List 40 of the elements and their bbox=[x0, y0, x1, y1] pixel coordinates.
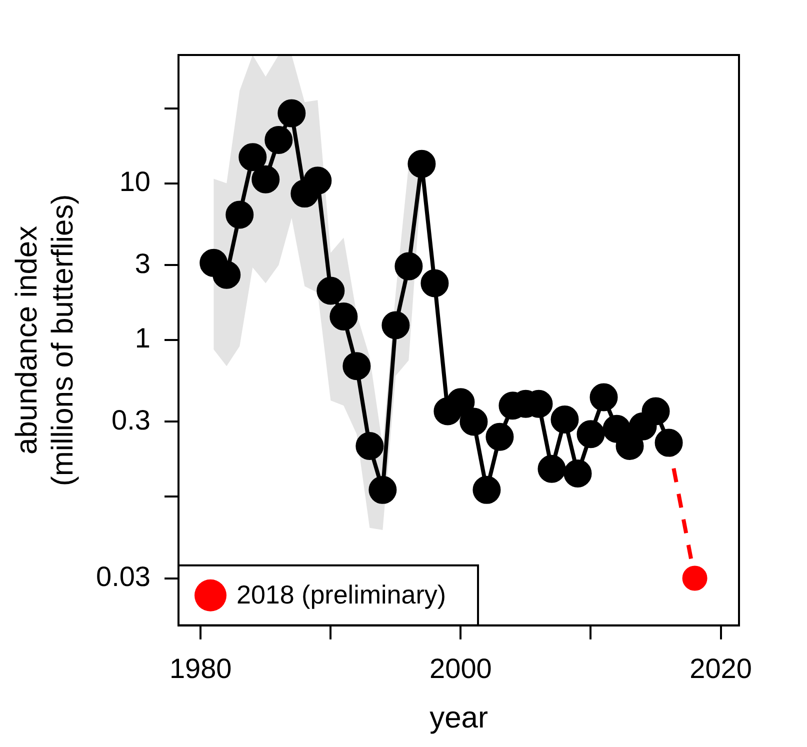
point bbox=[408, 150, 436, 178]
point bbox=[368, 476, 397, 504]
point bbox=[642, 397, 670, 426]
x-tick-label: 2000 bbox=[430, 652, 492, 684]
point bbox=[330, 302, 358, 330]
point bbox=[446, 388, 475, 416]
legend-label: 2018 (preliminary) bbox=[236, 580, 446, 610]
point bbox=[316, 276, 345, 305]
point bbox=[252, 165, 280, 194]
point bbox=[212, 260, 241, 289]
y-tick-label: 1 bbox=[134, 322, 150, 354]
x-axis-title: year bbox=[430, 701, 488, 734]
point bbox=[264, 126, 293, 154]
point bbox=[616, 432, 644, 460]
point bbox=[238, 143, 267, 172]
y-tick-label: 10 bbox=[119, 166, 150, 198]
point bbox=[278, 99, 306, 128]
point bbox=[538, 454, 566, 483]
point bbox=[226, 200, 254, 229]
point bbox=[394, 252, 423, 280]
y-tick-label: 3 bbox=[134, 248, 150, 279]
x-tick-label: 2020 bbox=[690, 652, 752, 684]
point bbox=[486, 422, 514, 451]
x-tick-label: 1980 bbox=[169, 652, 232, 684]
point bbox=[356, 432, 384, 460]
point bbox=[304, 166, 332, 195]
y-tick-label: 0.3 bbox=[112, 404, 150, 436]
point bbox=[460, 408, 488, 436]
y-axis-title: abundance index (millions of butterflies) bbox=[10, 194, 80, 486]
point bbox=[472, 476, 501, 504]
point bbox=[342, 352, 371, 380]
point bbox=[590, 383, 618, 412]
point bbox=[382, 311, 410, 340]
point bbox=[420, 269, 449, 298]
point bbox=[654, 428, 683, 457]
point bbox=[682, 566, 708, 591]
y-tick-label: 0.03 bbox=[96, 560, 150, 592]
point bbox=[576, 420, 605, 448]
point bbox=[564, 460, 592, 488]
point bbox=[550, 405, 579, 434]
